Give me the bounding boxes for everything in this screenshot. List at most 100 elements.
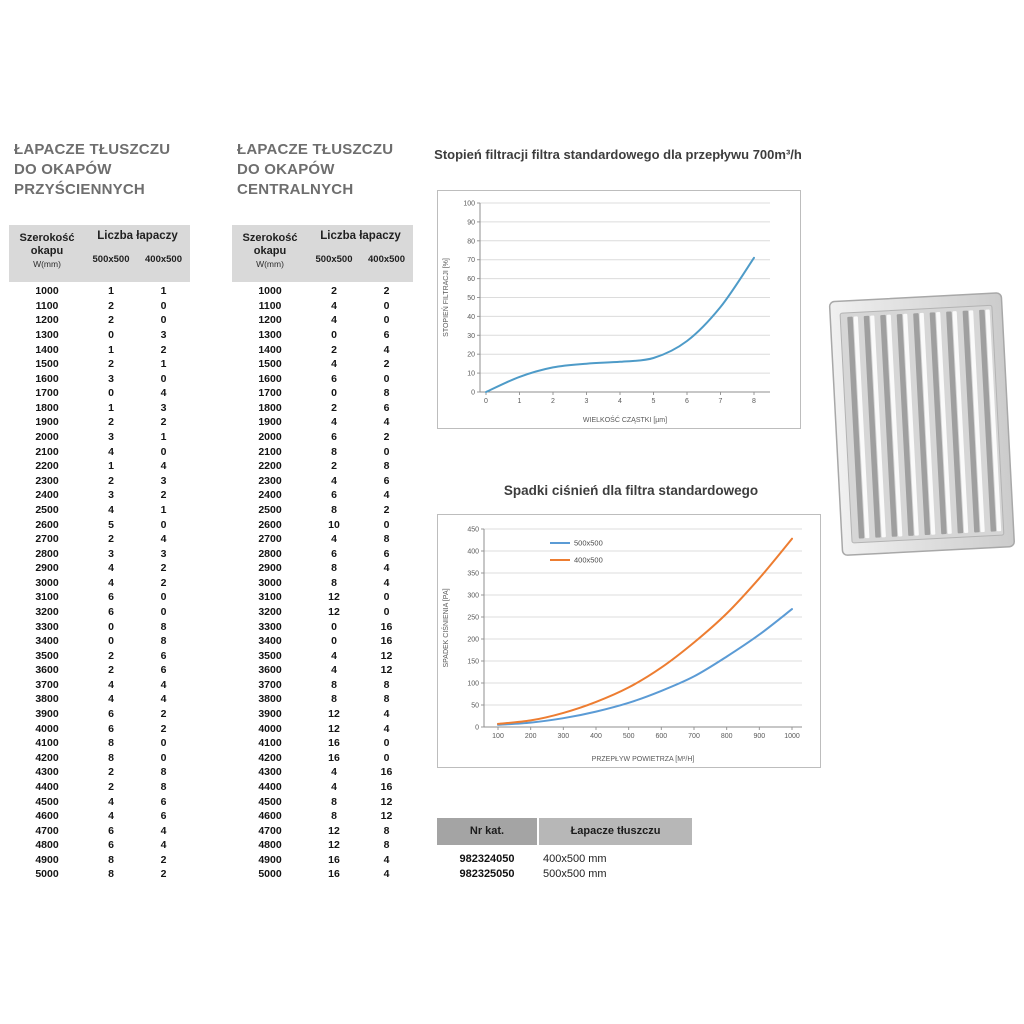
trap-count-cell: 12 bbox=[328, 839, 340, 852]
svg-text:400x500: 400x500 bbox=[574, 556, 603, 565]
hood-width-cell: 1400 bbox=[258, 343, 282, 356]
col-400x500-header: 400x500 bbox=[368, 254, 405, 265]
hood-width-cell: 4800 bbox=[258, 839, 282, 852]
trap-count-cell: 6 bbox=[331, 489, 337, 502]
trap-count-cell: 6 bbox=[160, 795, 167, 808]
trap-count-cell: 1 bbox=[160, 285, 167, 298]
svg-text:100: 100 bbox=[492, 733, 504, 740]
hood-width-cell: 1000 bbox=[35, 285, 59, 298]
svg-text:200: 200 bbox=[525, 733, 537, 740]
trap-count-cell: 8 bbox=[108, 868, 114, 881]
hood-width-cell: 1600 bbox=[258, 372, 282, 385]
svg-text:700: 700 bbox=[688, 733, 700, 740]
trap-count-cell: 4 bbox=[383, 868, 390, 881]
trap-count-cell: 8 bbox=[160, 635, 167, 648]
hood-width-cell: 3600 bbox=[35, 664, 59, 677]
trap-count-cell: 4 bbox=[331, 314, 337, 327]
hood-width-cell: 4500 bbox=[35, 795, 59, 808]
trap-count-cell: 2 bbox=[160, 343, 167, 356]
table-row: 3300 0 8 bbox=[9, 619, 190, 634]
trap-count-cell: 6 bbox=[160, 664, 167, 677]
col-trap-count-header: Liczba łapaczy 500x500 400x500 bbox=[308, 225, 413, 282]
trap-count-cell: 8 bbox=[331, 678, 337, 691]
trap-count-cell: 0 bbox=[160, 751, 167, 764]
svg-text:600: 600 bbox=[655, 733, 667, 740]
trap-count-cell: 2 bbox=[108, 649, 114, 662]
hood-width-cell: 1500 bbox=[35, 358, 59, 371]
trap-count-cell: 4 bbox=[160, 839, 167, 852]
table-row: 3500 4 12 bbox=[232, 648, 413, 663]
table-row: 4500 8 12 bbox=[232, 794, 413, 809]
table-row: 2900 4 2 bbox=[9, 561, 190, 576]
trap-count-cell: 0 bbox=[383, 737, 390, 750]
table-row: 3400 0 8 bbox=[9, 634, 190, 649]
hood-width-cell: 2600 bbox=[35, 518, 59, 531]
trap-count-cell: 0 bbox=[160, 314, 167, 327]
trap-count-cell: 12 bbox=[380, 649, 393, 662]
section-title-central-hoods: ŁAPACZE TŁUSZCZU DO OKAPÓW CENTRALNYCH bbox=[237, 140, 393, 200]
trap-count-cell: 2 bbox=[383, 358, 390, 371]
trap-count-cell: 12 bbox=[328, 722, 340, 735]
trap-count-cell: 8 bbox=[331, 503, 337, 516]
trap-count-cell: 2 bbox=[331, 460, 337, 473]
hood-width-cell: 2300 bbox=[35, 474, 59, 487]
table-row: 2100 8 0 bbox=[232, 444, 413, 459]
hood-width-cell: 3000 bbox=[258, 576, 282, 589]
trap-count-cell: 6 bbox=[383, 329, 390, 342]
trap-count-cell: 4 bbox=[160, 693, 167, 706]
hood-width-cell: 2400 bbox=[35, 489, 59, 502]
trap-count-cell: 4 bbox=[331, 474, 337, 487]
hood-width-cell: 4400 bbox=[35, 780, 59, 793]
trap-count-cell: 12 bbox=[380, 664, 393, 677]
hood-width-cell: 2000 bbox=[35, 431, 59, 444]
table-row: 4900 16 4 bbox=[232, 853, 413, 868]
table-wall-hoods: Szerokość okapu W(mm) Liczba łapaczy 500… bbox=[9, 225, 190, 882]
hood-width-cell: 3300 bbox=[35, 620, 59, 633]
hood-width-cell: 3800 bbox=[35, 693, 59, 706]
trap-count-cell: 2 bbox=[108, 299, 114, 312]
trap-count-cell: 0 bbox=[108, 387, 114, 400]
table-row: 4200 8 0 bbox=[9, 751, 190, 766]
trap-count-cell: 8 bbox=[331, 810, 337, 823]
table-row: 1400 1 2 bbox=[9, 342, 190, 357]
svg-text:6: 6 bbox=[685, 398, 689, 405]
hood-width-cell: 2900 bbox=[258, 562, 282, 575]
trap-count-cell: 8 bbox=[108, 751, 114, 764]
svg-text:40: 40 bbox=[467, 314, 475, 321]
trap-count-cell: 2 bbox=[160, 868, 167, 881]
table-row: 5000 16 4 bbox=[232, 867, 413, 882]
trap-count-cell: 4 bbox=[331, 664, 337, 677]
hood-width-cell: 4300 bbox=[35, 766, 59, 779]
table-row: 4600 8 12 bbox=[232, 809, 413, 824]
trap-count-cell: 6 bbox=[108, 708, 114, 721]
table-row: 4400 2 8 bbox=[9, 780, 190, 795]
table-row: 4400 4 16 bbox=[232, 780, 413, 795]
trap-count-cell: 2 bbox=[383, 431, 390, 444]
trap-count-cell: 2 bbox=[160, 708, 167, 721]
table-row: 2900 8 4 bbox=[232, 561, 413, 576]
svg-text:900: 900 bbox=[753, 733, 765, 740]
svg-text:20: 20 bbox=[467, 352, 475, 359]
table-row: 4800 6 4 bbox=[9, 838, 190, 853]
trap-count-cell: 2 bbox=[108, 766, 114, 779]
table-row: 3800 4 4 bbox=[9, 692, 190, 707]
trap-count-cell: 6 bbox=[108, 591, 114, 604]
trap-count-cell: 6 bbox=[383, 547, 390, 560]
table-row: 2800 6 6 bbox=[232, 546, 413, 561]
trap-count-cell: 3 bbox=[160, 474, 167, 487]
col-hood-width-header: Szerokość okapu W(mm) bbox=[242, 232, 298, 269]
hood-width-cell: 2500 bbox=[35, 503, 59, 516]
trap-count-cell: 2 bbox=[331, 401, 337, 414]
trap-count-cell: 16 bbox=[380, 635, 393, 648]
trap-count-cell: 16 bbox=[380, 780, 393, 793]
hood-width-cell: 5000 bbox=[258, 868, 282, 881]
hood-width-cell: 4700 bbox=[35, 824, 59, 837]
svg-text:150: 150 bbox=[467, 659, 479, 666]
table-row: 1500 4 2 bbox=[232, 357, 413, 372]
hood-width-cell: 1200 bbox=[258, 314, 282, 327]
trap-count-cell: 8 bbox=[331, 576, 337, 589]
trap-count-cell: 8 bbox=[383, 678, 390, 691]
hood-width-cell: 4000 bbox=[258, 722, 282, 735]
trap-count-cell: 8 bbox=[383, 533, 390, 546]
title-line: DO OKAPÓW bbox=[14, 161, 112, 178]
